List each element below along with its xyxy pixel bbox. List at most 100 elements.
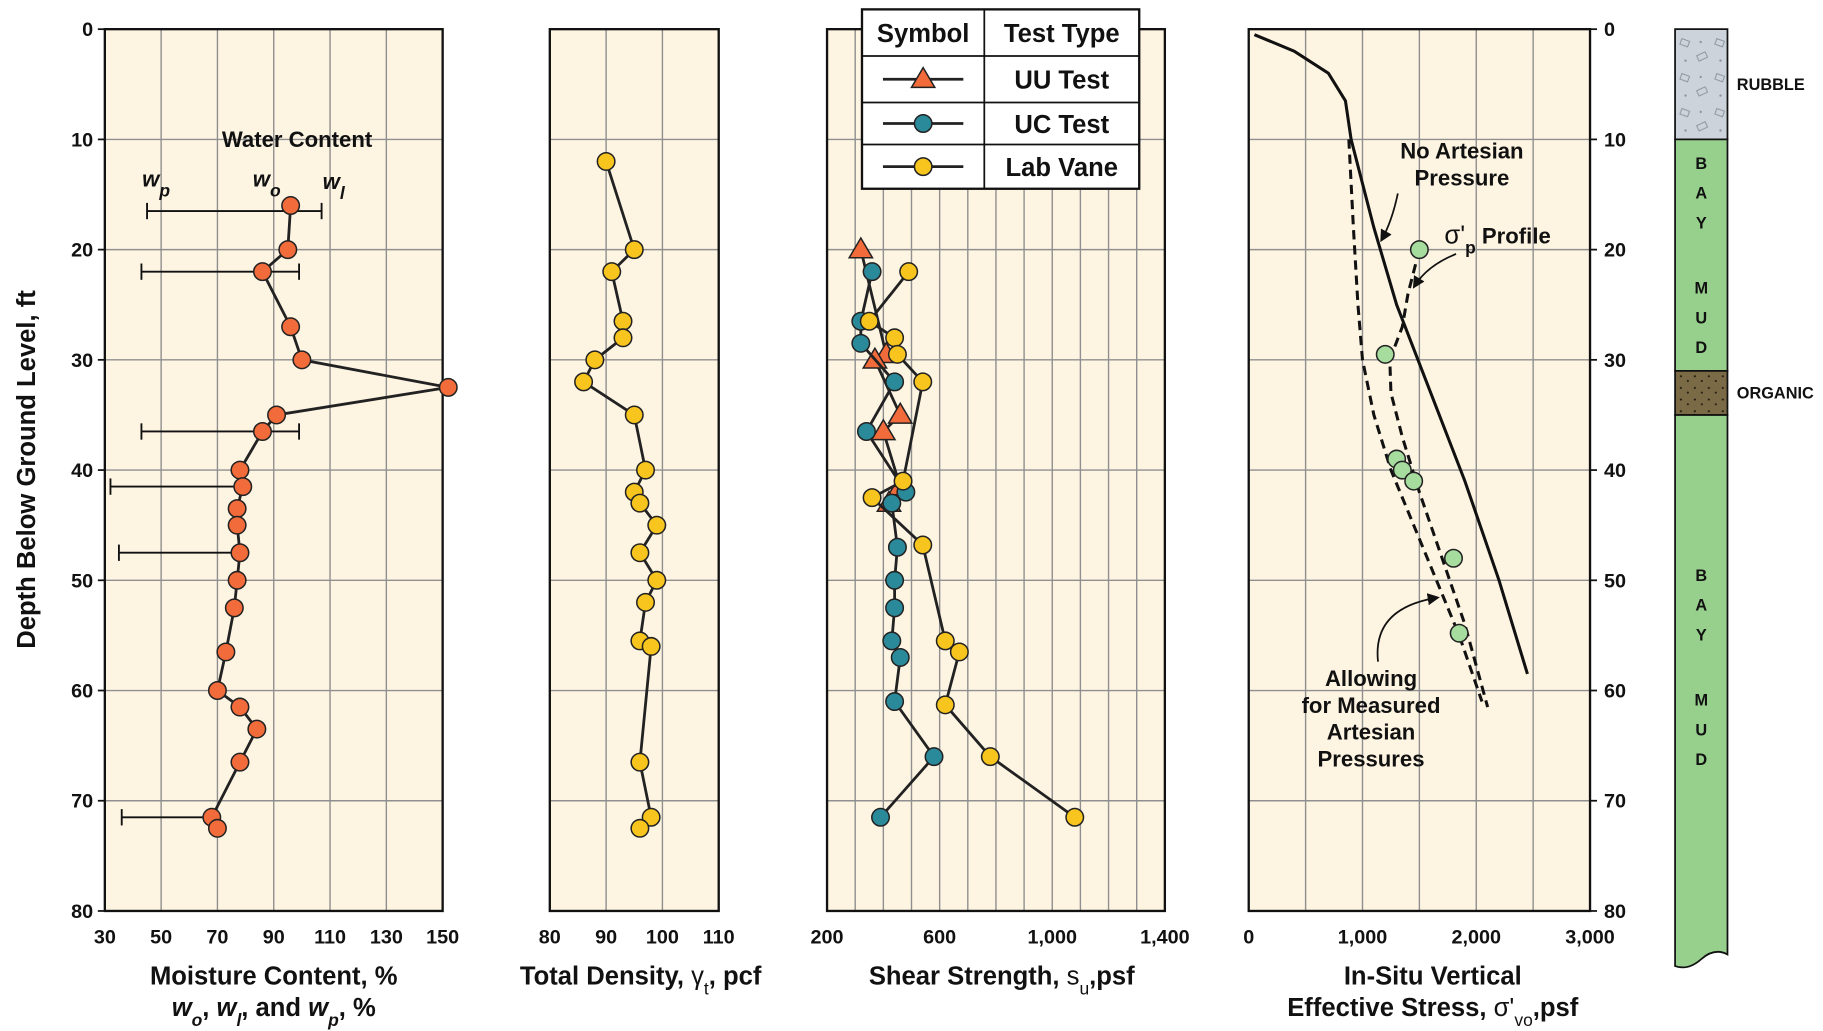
marker	[641, 807, 661, 827]
x-axis-title: wo, wl, and wp, %	[172, 994, 376, 1030]
marker	[949, 642, 969, 662]
annotation-arrow	[1380, 193, 1399, 243]
marker	[207, 818, 227, 838]
annotation: Pressure	[1415, 165, 1510, 190]
marker	[871, 807, 891, 827]
soil-letter: Y	[1696, 214, 1707, 232]
y-tick-label: 80	[1604, 901, 1626, 923]
x-axis-title: Total Density, γt, pcf	[520, 962, 762, 998]
x-axis-title-part: , %	[339, 994, 376, 1022]
marker	[856, 421, 876, 441]
x-tick-label: 90	[595, 927, 617, 949]
marker	[647, 515, 667, 535]
x-tick-label: 1,400	[1140, 927, 1190, 949]
annotation-part: w	[323, 169, 342, 194]
soil-letter: B	[1695, 155, 1707, 173]
marker	[885, 598, 905, 618]
x-axis-title-part: u	[1079, 978, 1089, 998]
soil-layer	[1674, 414, 1729, 969]
y-tick-label: 80	[71, 901, 93, 923]
y-tick-label: 70	[71, 791, 93, 813]
x-axis-title-part: ,	[202, 994, 216, 1022]
annotation: Allowing	[1325, 666, 1417, 691]
marker	[870, 418, 897, 441]
x-axis-title-part: ,psf	[1089, 962, 1135, 990]
marker	[641, 636, 661, 656]
y-tick-label: 50	[71, 570, 93, 592]
soil-letter: U	[1695, 721, 1707, 739]
marker	[624, 405, 644, 425]
marker	[890, 647, 910, 667]
soil-letter: B	[1695, 567, 1707, 585]
marker	[438, 377, 458, 397]
x-axis-title-part: Moisture Content, %	[150, 962, 398, 990]
x-axis-title: Effective Stress, σ'vo,psf	[1287, 994, 1579, 1030]
soil-letter: U	[1695, 309, 1707, 327]
marker	[281, 317, 301, 337]
y-tick-label: 10	[1604, 129, 1626, 151]
marker	[980, 747, 1000, 767]
soil-label: RUBBLE	[1737, 76, 1805, 94]
marker	[252, 262, 272, 282]
marker	[613, 311, 633, 331]
marker	[1065, 807, 1085, 827]
marker	[247, 719, 267, 739]
legend-box	[860, 8, 1141, 190]
marker	[602, 262, 622, 282]
marker	[913, 372, 933, 392]
y-tick-label: 70	[1604, 791, 1626, 813]
marker	[292, 350, 312, 370]
series-line	[1347, 139, 1484, 703]
y-axis-title: Depth Below Ground Level, ft	[13, 290, 41, 649]
marker	[216, 642, 236, 662]
annotation-part: o	[270, 180, 281, 200]
annotation-part: Profile	[1476, 224, 1551, 249]
marker	[862, 488, 882, 508]
marker	[882, 493, 902, 513]
marker	[207, 681, 227, 701]
x-axis-title: In-Situ Vertical	[1344, 962, 1522, 990]
marker	[935, 631, 955, 651]
series-line	[1388, 249, 1490, 708]
annotation-part: p	[158, 180, 170, 200]
x-tick-label: 110	[703, 927, 735, 949]
y-tick-label: 40	[1604, 460, 1626, 482]
x-tick-label: 1,000	[1027, 927, 1077, 949]
x-tick-label: 100	[646, 927, 679, 949]
plot-frame	[548, 28, 720, 913]
marker	[885, 372, 905, 392]
marker	[278, 240, 298, 260]
annotation-part: p	[1465, 238, 1476, 258]
marker	[924, 747, 944, 767]
x-axis-title-part: w	[308, 994, 330, 1022]
x-tick-label: 600	[923, 927, 956, 949]
marker	[227, 515, 247, 535]
marker	[847, 236, 874, 259]
marker	[230, 460, 250, 480]
x-tick-label: 70	[206, 927, 228, 949]
marker	[630, 818, 650, 838]
x-axis-title-part: w	[172, 994, 194, 1022]
x-axis-title-part: σ'	[1494, 994, 1515, 1022]
x-tick-label: 30	[94, 927, 116, 949]
y-tick-label: 0	[82, 19, 93, 41]
marker	[851, 333, 871, 353]
x-axis-title-part: vo	[1514, 1010, 1532, 1030]
x-axis-title-part: γ	[691, 962, 704, 990]
legend-label: Lab Vane	[1006, 154, 1118, 182]
marker	[885, 328, 905, 348]
annotation: wp	[142, 166, 170, 200]
marker	[624, 240, 644, 260]
marker	[281, 196, 301, 216]
x-axis-title: Shear Strength, su,psf	[869, 962, 1135, 998]
soil-letter: D	[1695, 339, 1707, 357]
plot-frame	[103, 28, 444, 913]
soil-letter: A	[1695, 597, 1707, 615]
marker	[899, 262, 919, 282]
y-tick-label: 30	[71, 350, 93, 372]
x-tick-label: 110	[314, 927, 346, 949]
soil-layer	[1674, 369, 1729, 416]
x-axis-title-part: ,psf	[1533, 994, 1579, 1022]
y-tick-label: 60	[1604, 681, 1626, 703]
